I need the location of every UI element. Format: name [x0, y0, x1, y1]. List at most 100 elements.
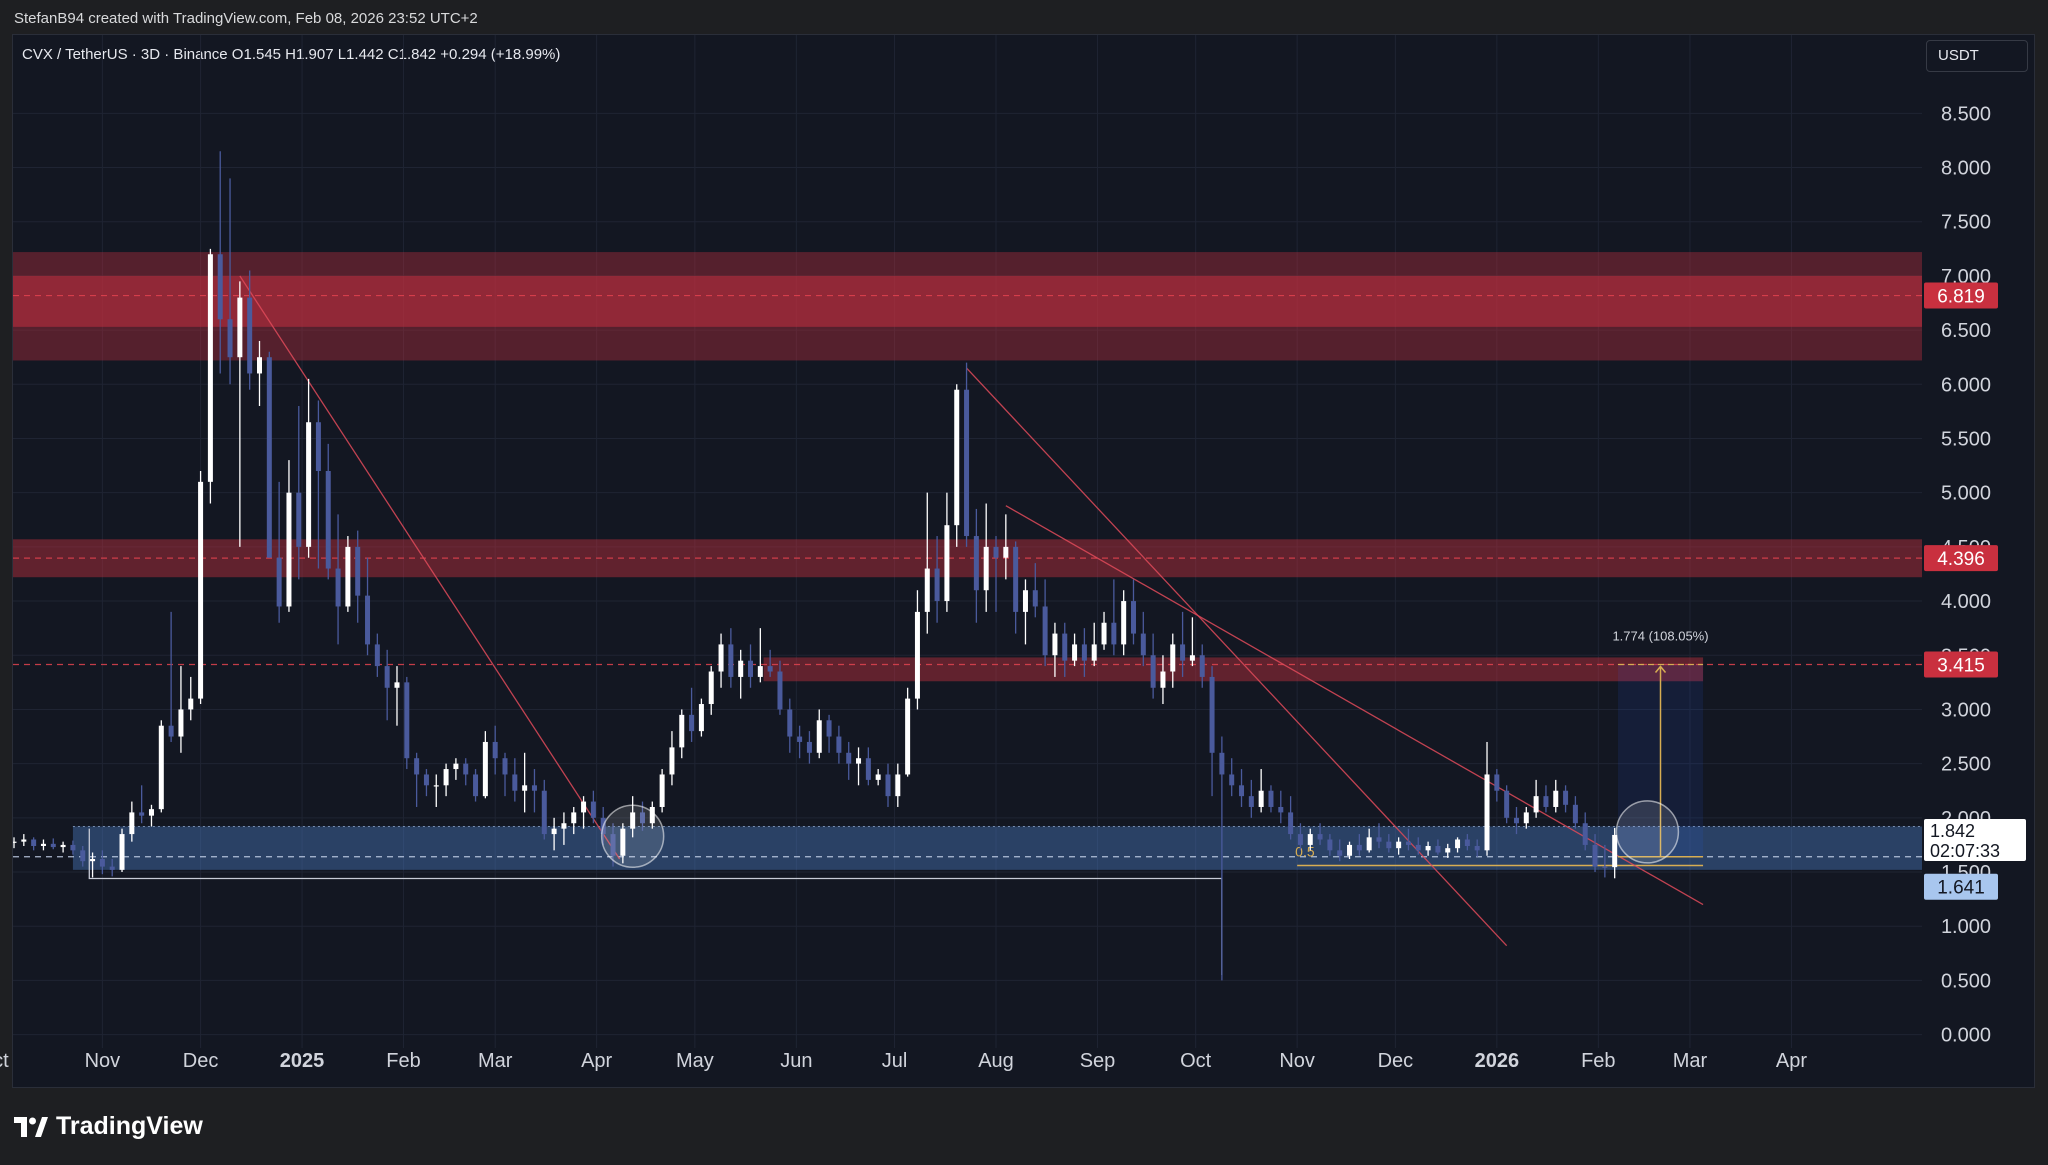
candle-body — [522, 785, 528, 791]
tradingview-logo[interactable]: TradingView — [14, 1112, 203, 1141]
candle-body — [325, 471, 331, 569]
y-tick-label: 8.000 — [1941, 158, 1991, 180]
candle-body — [1513, 817, 1519, 824]
candle-body — [1396, 841, 1402, 849]
candle-body — [139, 812, 145, 816]
candle-body — [581, 801, 587, 813]
candle-body — [689, 714, 695, 732]
x-tick-label: May — [676, 1050, 714, 1072]
candle-body — [492, 741, 498, 759]
price-level-tag — [1924, 651, 1998, 678]
x-tick-label: Mar — [1673, 1050, 1708, 1072]
candle-body — [80, 850, 86, 862]
candle-body — [708, 671, 714, 705]
highlight-circle — [600, 804, 665, 868]
candle-body — [1386, 841, 1392, 849]
candle-body — [207, 254, 213, 482]
candle-body — [237, 297, 243, 358]
candle-body — [826, 720, 832, 737]
price-level-tag — [1924, 282, 1998, 309]
candle-body — [1189, 655, 1195, 661]
candle-body — [296, 492, 302, 547]
candle-body — [247, 297, 253, 374]
candle-body — [345, 546, 351, 607]
candle-body — [738, 660, 744, 677]
candle-body — [571, 812, 577, 824]
candle-body — [1111, 622, 1117, 645]
candle-body — [443, 769, 449, 786]
candle-body — [158, 725, 164, 810]
candle-body — [1474, 846, 1480, 851]
candle-body — [473, 774, 479, 797]
candle-body — [1356, 844, 1362, 851]
chart-credit: StefanB94 created with TradingView.com, … — [14, 10, 478, 27]
y-tick-label: 2.500 — [1941, 754, 1991, 776]
candle-body — [188, 698, 194, 710]
candle-body — [630, 812, 636, 829]
x-tick-label: 2026 — [1475, 1050, 1520, 1072]
price-level-tag — [1924, 545, 1998, 572]
x-tick-label: Sep — [1080, 1050, 1116, 1072]
candle-body — [610, 834, 616, 856]
candle-body — [865, 758, 871, 780]
candle-body — [698, 704, 704, 732]
x-tick-label: Oct — [1180, 1050, 1212, 1072]
brand-name: TradingView — [56, 1112, 203, 1140]
candle-body — [1504, 790, 1510, 818]
candle-body — [227, 319, 233, 358]
currency-selector[interactable]: USDT — [1926, 40, 2028, 72]
candle-body — [1553, 790, 1559, 807]
candle-body — [1572, 804, 1578, 824]
candle-body — [217, 254, 223, 320]
price-level-tag-value: 3.415 — [1937, 655, 1985, 676]
y-tick-label: 0.500 — [1941, 970, 1991, 992]
y-tick-label: 3.000 — [1941, 699, 1991, 721]
candle-body — [885, 774, 891, 797]
candle-body — [1081, 644, 1087, 661]
candle-body — [99, 859, 105, 867]
y-tick-label: 7.000 — [1941, 266, 1991, 288]
x-tick-label: Dec — [183, 1050, 219, 1072]
candle-body — [1022, 590, 1028, 612]
candle-body — [335, 568, 341, 607]
candle-body — [365, 595, 371, 645]
candle-body — [1415, 844, 1421, 851]
candle-body — [1258, 790, 1264, 807]
x-tick-label: Feb — [386, 1050, 420, 1072]
candle-body — [983, 546, 989, 591]
candle-body — [757, 666, 763, 677]
candle-body — [1612, 834, 1618, 868]
candle-body — [590, 801, 596, 818]
candle-body — [70, 844, 76, 851]
last-price-value: 1.842 — [1930, 821, 1975, 841]
candle-body — [1072, 644, 1078, 661]
candle-body — [1405, 841, 1411, 845]
x-tick-label: Apr — [1776, 1050, 1807, 1072]
candle-body — [1464, 839, 1470, 846]
symbol-legend[interactable]: CVX / TetherUS · 3D · Binance O1.545 H1.… — [22, 46, 561, 63]
candle-body — [423, 774, 429, 786]
candle-body — [905, 698, 911, 775]
candle-body — [512, 774, 518, 791]
candle-body — [306, 422, 312, 547]
candle-body — [1121, 601, 1127, 645]
candle-body — [914, 611, 920, 699]
candle-body — [816, 720, 822, 753]
candle-body — [993, 546, 999, 558]
candle-body — [1523, 812, 1529, 824]
x-tick-label: Jul — [882, 1050, 908, 1072]
resistance-zone — [13, 539, 1922, 578]
candle-body — [964, 389, 970, 537]
candle-body — [1484, 774, 1490, 851]
candle-body — [453, 763, 459, 770]
candle-body — [1042, 606, 1048, 656]
candle-body — [60, 844, 66, 848]
candle-body — [748, 660, 754, 677]
x-tick-label: Nov — [85, 1050, 121, 1072]
candle-body — [1239, 785, 1245, 797]
candle-body — [1180, 644, 1186, 661]
x-tick-label: 2025 — [280, 1050, 325, 1072]
resistance-zone — [763, 657, 1704, 682]
candle-body — [148, 809, 154, 816]
